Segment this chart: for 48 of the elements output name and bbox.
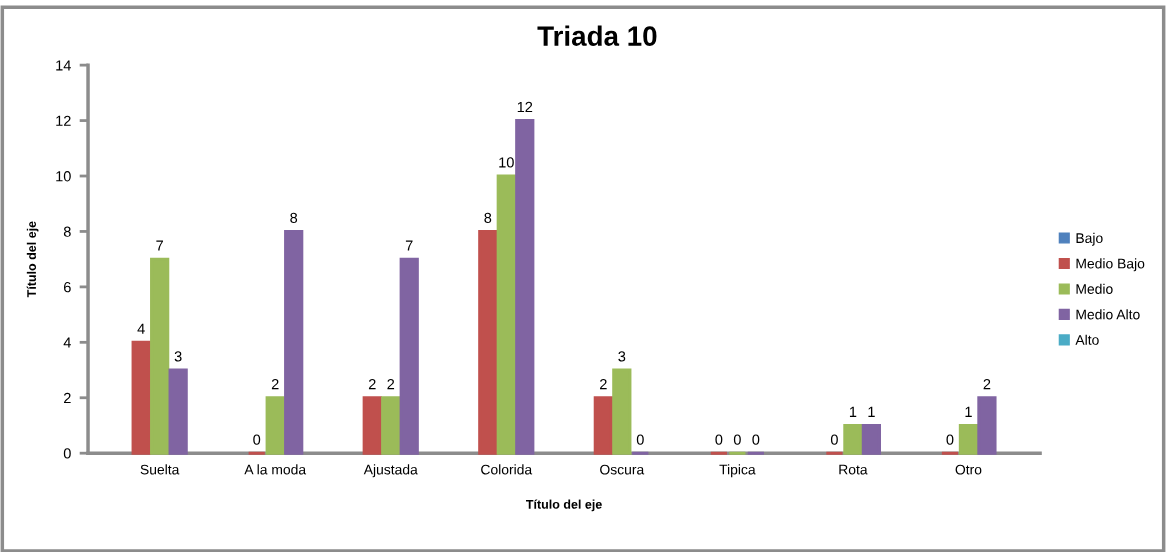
- legend-label: Medio Alto: [1076, 309, 1140, 320]
- data-label: 7: [405, 240, 413, 251]
- x-tick-label: Oscura: [600, 464, 645, 475]
- y-tick-label: 2: [63, 392, 71, 404]
- data-label: 2: [600, 378, 607, 390]
- x-tick-label: Rota: [839, 464, 868, 475]
- data-label: 8: [484, 212, 492, 224]
- legend-label: Medio: [1076, 283, 1113, 294]
- y-tick-label: 4: [63, 337, 71, 348]
- data-label: 12: [517, 101, 533, 112]
- data-label: 0: [830, 434, 838, 445]
- legend-label: Bajo: [1076, 232, 1103, 246]
- data-label: 1: [965, 406, 972, 417]
- data-label: 3: [618, 351, 626, 362]
- data-label: 3: [174, 351, 182, 362]
- data-label: 0: [636, 434, 644, 445]
- y-axis-title: Título del eje: [26, 221, 39, 298]
- data-label: 2: [271, 378, 279, 390]
- y-tick-label: 6: [64, 281, 71, 293]
- data-label: 1: [868, 406, 875, 417]
- data-label: 4: [137, 323, 145, 334]
- y-tick-label: 14: [56, 60, 71, 71]
- y-tick-label: 8: [63, 226, 71, 237]
- y-tick-label: 12: [56, 115, 71, 126]
- data-label: 2: [983, 378, 991, 390]
- data-label: 1: [849, 406, 857, 417]
- data-label: 0: [733, 434, 741, 445]
- data-label: 8: [290, 212, 298, 224]
- x-axis-title: Título del eje: [526, 499, 602, 512]
- data-label: 2: [368, 378, 376, 390]
- x-tick-label: Suelta: [140, 464, 180, 475]
- data-label: 0: [715, 434, 723, 445]
- x-tick-label: Otro: [955, 464, 982, 475]
- x-tick-label: Tipica: [719, 464, 756, 478]
- chart-title: Triada 10: [537, 25, 657, 46]
- data-label: 0: [752, 434, 760, 445]
- y-tick-label: 0: [63, 448, 71, 459]
- data-label: 2: [387, 378, 395, 390]
- data-label: 0: [253, 434, 261, 445]
- y-tick-label: 10: [56, 171, 71, 182]
- data-label: 7: [156, 240, 163, 251]
- x-tick-label: Colorida: [481, 464, 533, 475]
- legend-label: Alto: [1075, 334, 1099, 345]
- x-tick-label: Ajustada: [363, 464, 418, 478]
- x-tick-label: A la moda: [244, 464, 307, 475]
- legend-label: Medio Bajo: [1076, 258, 1145, 272]
- data-label: 10: [499, 157, 514, 168]
- data-label: 0: [946, 434, 954, 445]
